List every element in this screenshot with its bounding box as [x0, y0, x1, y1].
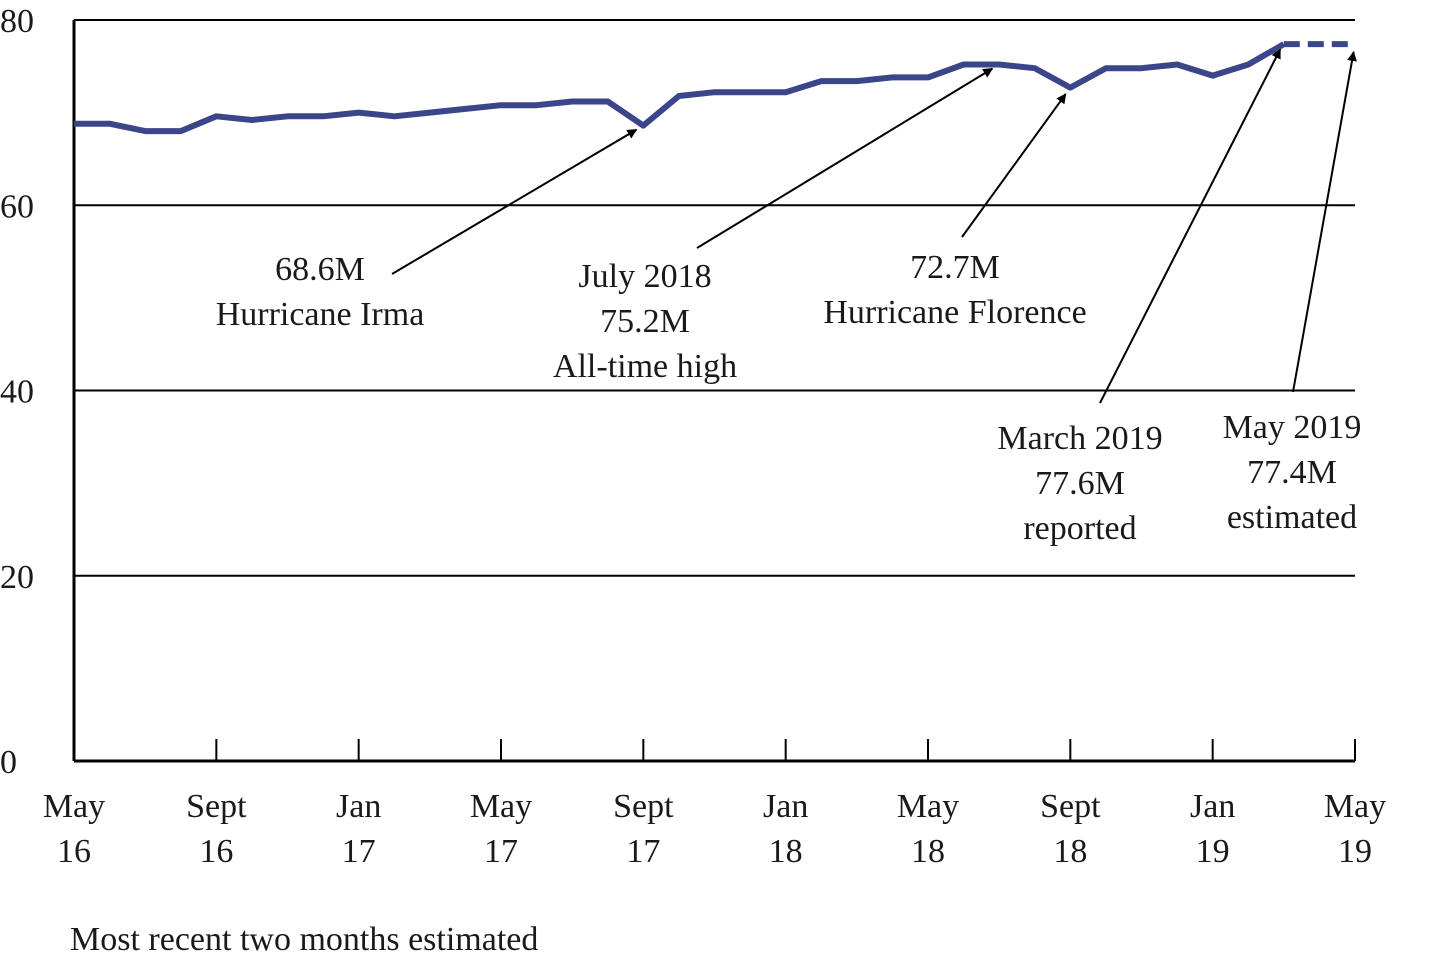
- annotations: 68.6M Hurricane Irma July 2018 75.2M All-tim…: [216, 48, 1362, 547]
- x-tick-label: Sept 16: [186, 788, 247, 870]
- gridlines: [74, 19, 1355, 577]
- y-tick-label: 40: [0, 374, 34, 411]
- x-tick-label: May 16: [43, 788, 105, 870]
- x-tick-label: Jan 19: [1190, 788, 1235, 870]
- y-tick-label: 80: [0, 3, 34, 40]
- annotation-label: March 2019 77.6M reported: [997, 420, 1162, 547]
- annotation-label: 68.6M Hurricane Irma: [216, 251, 425, 333]
- annotation-arrow: [1292, 50, 1357, 393]
- axes: 0 20 40 60 80 May 16 Sept 16 Jan 17 May 17 Sept 17 Jan 1…: [0, 3, 1386, 870]
- x-tick-label: May 18: [897, 788, 959, 870]
- annotation-label: July 2018 75.2M All-time high: [553, 258, 737, 385]
- annotation-arrow: [696, 67, 994, 249]
- annotation-arrow: [391, 128, 638, 275]
- x-tick-label: Jan 18: [763, 788, 808, 870]
- annotation-label: May 2019 77.4M estimated: [1223, 409, 1362, 536]
- footnote: Most recent two months estimated: [70, 921, 538, 958]
- y-tick-label: 60: [0, 188, 34, 225]
- x-tick-label: May 19: [1324, 788, 1386, 870]
- series-line-reported: [74, 41, 1286, 135]
- annotation-arrow: [961, 93, 1067, 238]
- x-tick-label: Sept 18: [1040, 788, 1101, 870]
- annotation-label: 72.7M Hurricane Florence: [823, 249, 1086, 331]
- series-layer: [74, 41, 1355, 135]
- annotation-arrow: [1099, 48, 1282, 404]
- y-tick-label: 20: [0, 559, 34, 596]
- y-tick-label: 0: [0, 744, 17, 781]
- x-tick-label: Sept 17: [613, 788, 674, 870]
- x-tick-label: May 17: [470, 788, 532, 870]
- x-tick-label: Jan 17: [336, 788, 381, 870]
